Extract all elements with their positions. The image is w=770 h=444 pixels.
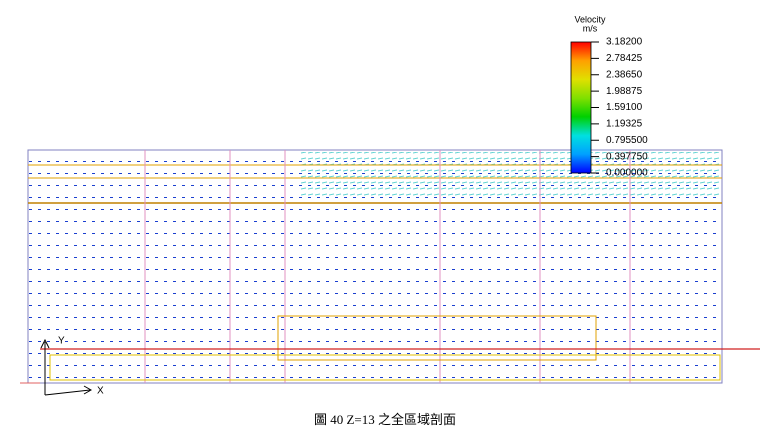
colorbar-tick-label: 1.19325 — [606, 119, 643, 130]
colorbar-tick-label: 2.38650 — [606, 69, 643, 80]
colorbar-tick-label: 2.78425 — [606, 53, 643, 64]
colorbar — [570, 41, 592, 174]
x-axis-label: X — [97, 386, 104, 397]
y-axis-label: Y — [58, 336, 65, 347]
axis-triad — [40, 338, 93, 396]
colorbar-unit: m/s — [583, 23, 598, 33]
flow-domain — [20, 149, 760, 384]
colorbar-tick-label: 0.000000 — [606, 168, 648, 179]
colorbar-title: Velocity — [574, 14, 606, 24]
colorbar-tick-label: 3.18200 — [606, 37, 643, 48]
colorbar-tick-label: 1.98875 — [606, 86, 643, 97]
caption: 圖 40 Z=13 之全區域剖面 — [314, 412, 456, 427]
colorbar-tick-label: 0.795500 — [606, 135, 648, 146]
colorbar-tick-label: 0.397750 — [606, 151, 648, 162]
colorbar-tick-label: 1.59100 — [606, 102, 643, 113]
